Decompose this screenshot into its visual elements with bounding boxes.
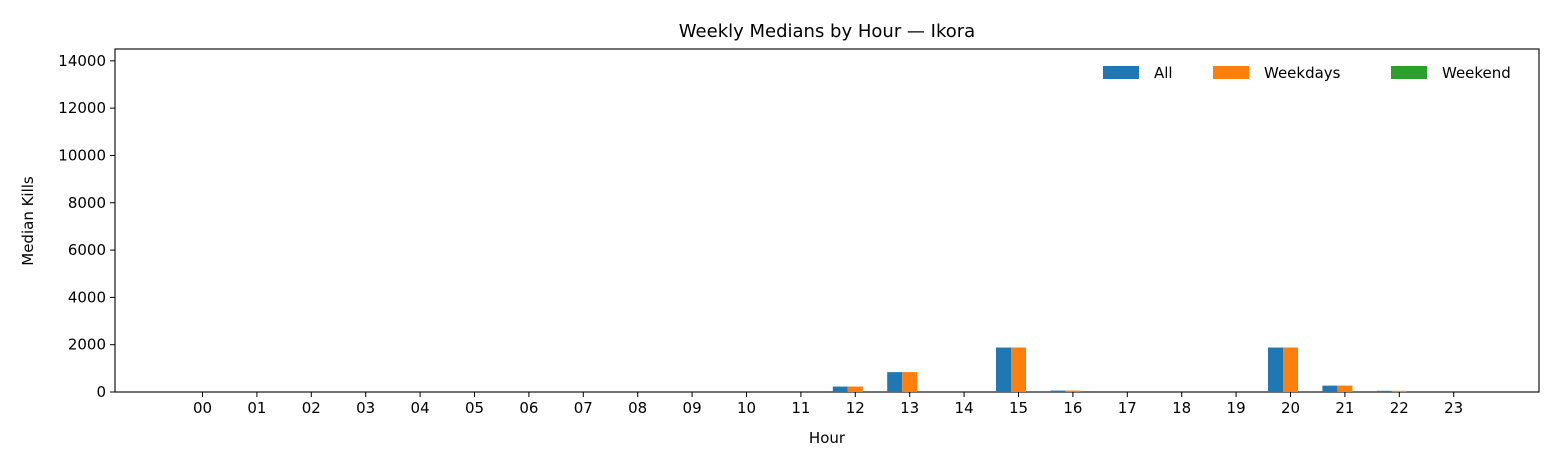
legend-label: Weekend [1442, 64, 1511, 82]
legend-swatch [1391, 66, 1427, 79]
y-tick-label: 0 [96, 383, 106, 401]
x-tick-label: 15 [1009, 399, 1028, 417]
legend-item-all: All [1103, 64, 1173, 82]
x-axis: 00 01 02 03 04 05 06 07 08 09 10 11 12 13 14 15 16 17 18 19… [193, 392, 1463, 417]
x-tick-label: 07 [574, 399, 593, 417]
bar-all-21 [1322, 385, 1338, 392]
bar-weekdays-13 [902, 372, 918, 392]
y-tick-label: 14000 [58, 52, 106, 70]
x-tick-label: 22 [1390, 399, 1409, 417]
x-tick-label: 23 [1444, 399, 1463, 417]
x-tick-label: 01 [247, 399, 266, 417]
x-tick-label: 13 [900, 399, 919, 417]
x-tick-label: 00 [193, 399, 212, 417]
bar-weekdays-12 [847, 386, 863, 392]
x-tick-label: 04 [411, 399, 430, 417]
x-tick-label: 12 [846, 399, 865, 417]
x-tick-label: 03 [356, 399, 375, 417]
x-tick-label: 10 [737, 399, 756, 417]
bar-weekdays-20 [1283, 347, 1298, 392]
x-tick-label: 19 [1227, 399, 1246, 417]
plot-frame [114, 48, 1540, 393]
x-tick-label: 17 [1118, 399, 1137, 417]
legend-label: All [1154, 64, 1173, 82]
bar-all-13 [887, 372, 903, 392]
bar-weekdays-15 [1011, 347, 1026, 392]
plot-area [114, 48, 1540, 393]
x-tick-label: 06 [519, 399, 538, 417]
x-tick-label: 21 [1335, 399, 1354, 417]
y-tick-label: 8000 [68, 194, 106, 212]
bar-weekdays-16 [1065, 390, 1081, 392]
legend-swatch [1213, 66, 1249, 79]
legend-label: Weekdays [1264, 64, 1341, 82]
bar-all-12 [832, 386, 848, 392]
bar-all-22 [1376, 390, 1392, 392]
bar-all-15 [996, 347, 1011, 392]
x-tick-label: 08 [628, 399, 647, 417]
y-axis: 0 2000 4000 6000 8000 10000 12000 14000 [58, 52, 115, 401]
bar-all-20 [1268, 347, 1283, 392]
x-tick-label: 11 [791, 399, 810, 417]
legend-item-weekdays: Weekdays [1213, 64, 1341, 82]
x-tick-label: 02 [302, 399, 321, 417]
y-axis-label: Median Kills [19, 176, 37, 266]
legend-item-weekend: Weekend [1391, 64, 1511, 82]
bar-weekdays-22 [1391, 390, 1407, 392]
bar-all-16 [1050, 390, 1066, 392]
x-tick-label: 05 [465, 399, 484, 417]
legend: All Weekdays Weekend [1103, 64, 1511, 82]
chart-title: Weekly Medians by Hour — Ikora [679, 21, 975, 42]
x-axis-label: Hour [809, 429, 846, 447]
bar-weekdays-21 [1337, 385, 1353, 392]
x-tick-label: 16 [1063, 399, 1082, 417]
x-tick-label: 18 [1172, 399, 1191, 417]
y-tick-label: 12000 [58, 99, 106, 117]
y-tick-label: 10000 [58, 146, 106, 164]
legend-swatch [1103, 66, 1139, 79]
bars [832, 347, 1407, 392]
x-tick-label: 09 [683, 399, 702, 417]
x-tick-label: 14 [955, 399, 974, 417]
y-tick-label: 2000 [68, 336, 106, 354]
y-tick-label: 6000 [68, 241, 106, 259]
x-tick-label: 20 [1281, 399, 1300, 417]
y-tick-label: 4000 [68, 288, 106, 306]
